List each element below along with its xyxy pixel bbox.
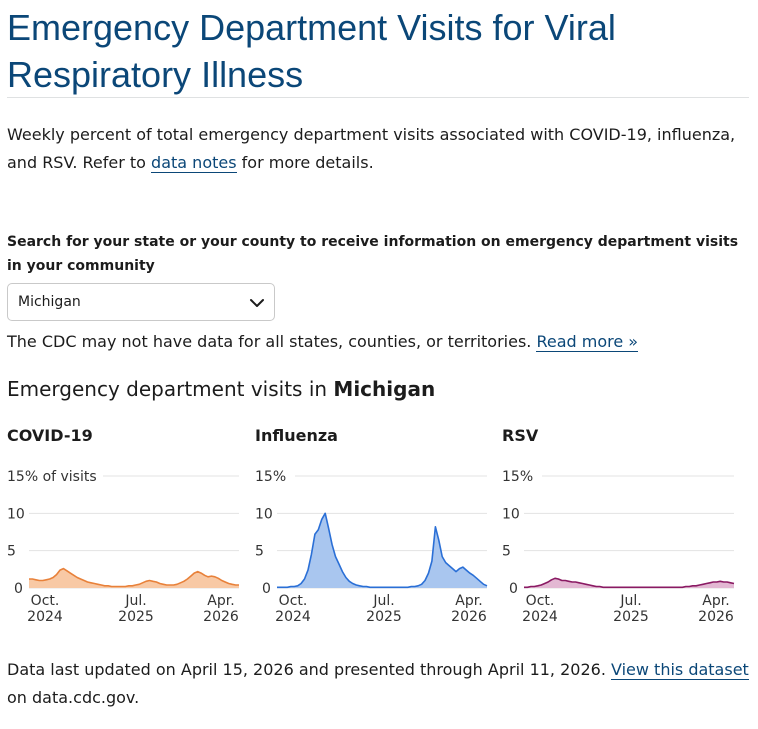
- influenza-x-tick-label: Oct.: [279, 593, 308, 609]
- page-title: Emergency Department Visits for Viral Re…: [7, 7, 616, 95]
- covid-x-tick-year: 2025: [118, 609, 154, 625]
- rsv-x-tick-year: 2024: [522, 609, 558, 625]
- influenza-x-tick-year: 2024: [275, 609, 311, 625]
- covid-area: [29, 568, 239, 588]
- influenza-y-tick-label: 15%: [255, 469, 286, 485]
- data-notes-link[interactable]: data notes: [151, 153, 237, 173]
- disclaimer-text: The CDC may not have data for all states…: [7, 332, 537, 351]
- intro-text-end: for more details.: [236, 153, 374, 172]
- title-divider: [7, 97, 749, 98]
- section-heading-prefix: Emergency department visits in: [7, 377, 334, 401]
- read-more-link[interactable]: Read more »: [536, 332, 639, 352]
- rsv-x-tick-year: 2026: [698, 609, 734, 625]
- influenza-series-line: [277, 512, 488, 589]
- rsv-y-tick-label: 10: [502, 506, 520, 522]
- location-select-value: Michigan: [18, 294, 81, 310]
- influenza-y-tick-label: 10: [255, 506, 273, 522]
- influenza-area: [277, 513, 487, 588]
- covid-y-tick-label: 10: [7, 506, 25, 522]
- rsv-x-tick-label: Jul.: [619, 593, 641, 609]
- covid-y-tick-label: 0: [14, 581, 23, 597]
- covid-series-line: [29, 567, 239, 588]
- intro-text: Weekly percent of total emergency depart…: [7, 125, 736, 172]
- footer-text: Data last updated on April 15, 2026 and …: [7, 660, 611, 679]
- section-heading-location: Michigan: [333, 377, 436, 401]
- footer-text-end: on data.cdc.gov.: [7, 688, 140, 707]
- covid-chart: 15% of visits 10 5 0 Oct.2024 Jul.2025 Apr.202…: [7, 469, 239, 625]
- influenza-y-tick-label: 5: [255, 544, 264, 560]
- covid-y-tick-label: 15% of visits: [7, 469, 97, 485]
- location-select[interactable]: Michigan: [7, 283, 275, 321]
- chevron-down-icon: [250, 299, 264, 307]
- influenza-chart: 15% 10 5 0 Oct.2024 Jul.2025 Apr.2026: [255, 469, 488, 625]
- influenza-x-tick-year: 2025: [366, 609, 402, 625]
- influenza-x-tick-year: 2026: [451, 609, 487, 625]
- influenza-x-tick-label: Jul.: [372, 593, 394, 609]
- intro-paragraph: Weekly percent of total emergency depart…: [7, 121, 752, 177]
- rsv-y-tick-label: 5: [502, 544, 511, 560]
- view-dataset-link[interactable]: View this dataset: [610, 660, 749, 680]
- rsv-chart: 15% 10 5 0 Oct.2024 Jul.2025 Apr.2026: [502, 469, 735, 625]
- covid-chart-title: COVID-19: [7, 426, 93, 445]
- rsv-series-line: [524, 577, 735, 589]
- rsv-y-tick-label: 15%: [502, 469, 533, 485]
- section-heading: Emergency department visits in Michigan: [7, 375, 435, 403]
- covid-x-tick-label: Oct.: [31, 593, 60, 609]
- data-disclaimer: The CDC may not have data for all states…: [7, 330, 752, 354]
- rsv-chart-title: RSV: [502, 426, 539, 445]
- rsv-x-tick-label: Apr.: [702, 593, 729, 609]
- influenza-y-tick-label: 0: [262, 581, 271, 597]
- influenza-chart-title: Influenza: [255, 426, 338, 445]
- covid-x-tick-label: Apr.: [207, 593, 234, 609]
- influenza-x-tick-label: Apr.: [455, 593, 482, 609]
- footer-note: Data last updated on April 15, 2026 and …: [7, 656, 752, 712]
- covid-y-tick-label: 5: [7, 544, 16, 560]
- rsv-x-tick-year: 2025: [613, 609, 649, 625]
- covid-x-tick-label: Jul.: [124, 593, 146, 609]
- rsv-area: [524, 578, 734, 588]
- covid-x-tick-year: 2026: [203, 609, 239, 625]
- location-search-label: Search for your state or your county to …: [7, 234, 739, 274]
- rsv-y-tick-label: 0: [509, 581, 518, 597]
- rsv-x-tick-label: Oct.: [526, 593, 555, 609]
- covid-x-tick-year: 2024: [27, 609, 63, 625]
